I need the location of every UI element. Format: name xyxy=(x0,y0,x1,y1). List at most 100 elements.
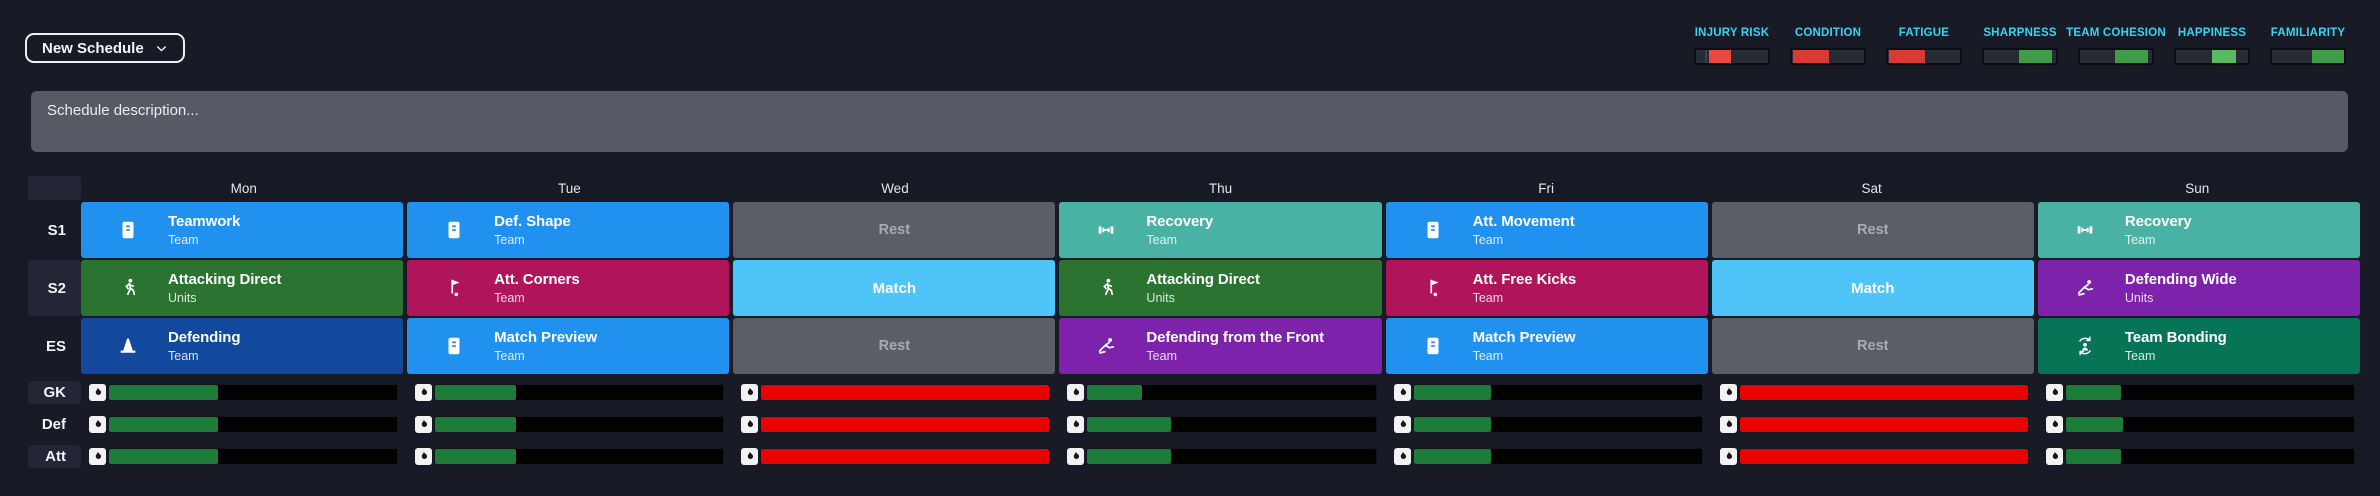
team-bonding-icon xyxy=(2074,335,2096,357)
session-title: Match Preview xyxy=(1472,329,1576,346)
session-cell[interactable]: Match Preview Team xyxy=(407,318,730,374)
session-cell[interactable]: Att. Free Kicks Team xyxy=(1385,260,1708,316)
load-bar-cell xyxy=(1386,381,1708,404)
session-cell-rest[interactable]: Rest xyxy=(733,318,1056,374)
slide-tackle-icon xyxy=(2074,277,2096,299)
session-cell[interactable]: Teamwork Team xyxy=(81,202,404,258)
team-metrics: INJURY RISK CONDITION FATIGUE SHARPNESS … xyxy=(1684,27,2356,65)
load-bar-fill xyxy=(435,449,516,464)
load-bar-cell xyxy=(2038,381,2360,404)
intensity-icon[interactable] xyxy=(2045,416,2063,433)
load-bar-track xyxy=(434,384,725,401)
row-label: Def xyxy=(41,416,66,433)
intensity-icon[interactable] xyxy=(741,384,759,401)
session-cell[interactable]: Recovery Team xyxy=(1059,202,1382,258)
session-cell[interactable]: Attacking Direct Units xyxy=(81,260,404,316)
session-title: Attacking Direct xyxy=(168,271,282,288)
schedule-description-input[interactable] xyxy=(31,91,2348,152)
load-bar-track xyxy=(108,448,399,465)
session-title: Defending xyxy=(168,329,241,346)
intensity-icon[interactable] xyxy=(415,448,433,465)
session-subtitle: Team xyxy=(494,233,525,247)
load-bar-track xyxy=(2064,384,2355,401)
session-cell[interactable]: Recovery Team xyxy=(2037,202,2360,258)
intensity-icon[interactable] xyxy=(741,448,759,465)
load-bar-fill xyxy=(1413,449,1492,464)
day-header: Wed xyxy=(881,180,909,196)
session-cell[interactable]: Defending from the Front Team xyxy=(1059,318,1382,374)
load-bar-fill xyxy=(1739,449,2028,464)
load-bar-track xyxy=(434,448,725,465)
day-header: Fri xyxy=(1538,180,1554,196)
runner-icon xyxy=(1095,277,1117,299)
intensity-icon[interactable] xyxy=(1393,416,1411,433)
session-subtitle: Team xyxy=(1472,291,1504,305)
intensity-icon[interactable] xyxy=(1067,448,1085,465)
intensity-icon[interactable] xyxy=(1719,416,1737,433)
intensity-icon[interactable] xyxy=(1719,384,1737,401)
load-bar-fill xyxy=(1413,417,1492,432)
day-header: Tue xyxy=(557,180,581,196)
session-cell-rest[interactable]: Rest xyxy=(1711,202,2034,258)
session-cell[interactable]: Attacking Direct Units xyxy=(1059,260,1382,316)
load-bar-fill xyxy=(1739,417,2028,432)
session-subtitle: Units xyxy=(168,291,197,305)
session-cell[interactable]: Att. Corners Team xyxy=(407,260,730,316)
session-subtitle: Team xyxy=(1146,233,1177,247)
tactics-board-icon xyxy=(443,219,465,241)
intensity-icon[interactable] xyxy=(89,384,106,401)
load-bar-fill xyxy=(1739,385,2028,400)
session-cell[interactable]: Att. Movement Team xyxy=(1385,202,1708,258)
metric-condition: CONDITION xyxy=(1780,27,1876,65)
intensity-icon[interactable] xyxy=(1393,384,1411,401)
intensity-icon[interactable] xyxy=(89,416,106,433)
session-cell-rest[interactable]: Rest xyxy=(733,202,1056,258)
metric-familiarity: FAMILIARITY xyxy=(2260,27,2356,65)
session-title: Att. Corners xyxy=(494,271,580,288)
metric-label: INJURY RISK xyxy=(1694,27,1770,39)
intensity-icon[interactable] xyxy=(415,416,433,433)
metric-fill xyxy=(2114,50,2149,63)
intensity-icon[interactable] xyxy=(1067,384,1085,401)
slide-tackle-icon xyxy=(1095,335,1117,357)
load-bar-track xyxy=(1738,448,2029,465)
session-cell[interactable]: Team Bonding Team xyxy=(2037,318,2360,374)
session-cell[interactable]: Defending Wide Units xyxy=(2037,260,2360,316)
session-cell-match[interactable]: Match xyxy=(733,260,1056,316)
day-header-row: Mon Tue Wed Thu Fri Sat Sun xyxy=(81,176,2360,200)
session-cell[interactable]: Def. Shape Team xyxy=(407,202,730,258)
load-bar-cell xyxy=(733,413,1055,436)
session-subtitle: Units xyxy=(2124,291,2154,305)
intensity-icon[interactable] xyxy=(1393,448,1411,465)
intensity-icon[interactable] xyxy=(741,416,759,433)
intensity-icon[interactable] xyxy=(1719,448,1737,465)
intensity-icon[interactable] xyxy=(415,384,433,401)
session-row-es: ES Defending Team Match Preview Team Rest … xyxy=(0,318,2360,374)
intensity-icon[interactable] xyxy=(89,448,106,465)
load-bar-cell xyxy=(1386,413,1708,436)
metric-label: SHARPNESS xyxy=(1983,27,2057,39)
session-cell[interactable]: Match Preview Team xyxy=(1385,318,1708,374)
load-bar-track xyxy=(1086,416,1377,433)
load-bar-cell xyxy=(2038,413,2360,436)
metric-bar xyxy=(2270,48,2346,65)
intensity-icon[interactable] xyxy=(2045,448,2063,465)
day-header: Sun xyxy=(2185,180,2210,196)
load-bar-track xyxy=(108,384,399,401)
load-bar-fill xyxy=(2065,449,2121,464)
session-title: Att. Movement xyxy=(1472,213,1575,230)
cone-icon xyxy=(117,335,139,357)
intensity-icon[interactable] xyxy=(2045,384,2063,401)
session-cell-rest[interactable]: Rest xyxy=(1711,318,2034,374)
metric-bar xyxy=(1886,48,1962,65)
load-bar-cell xyxy=(81,413,403,436)
session-subtitle: Team xyxy=(1472,233,1504,247)
session-subtitle: Team xyxy=(1146,349,1177,363)
load-bar-cell xyxy=(81,381,403,404)
new-schedule-dropdown[interactable]: New Schedule xyxy=(25,33,185,63)
metric-bar xyxy=(2174,48,2250,65)
session-title: Teamwork xyxy=(168,213,241,230)
session-cell-match[interactable]: Match xyxy=(1711,260,2034,316)
session-cell[interactable]: Defending Team xyxy=(81,318,404,374)
intensity-icon[interactable] xyxy=(1067,416,1085,433)
